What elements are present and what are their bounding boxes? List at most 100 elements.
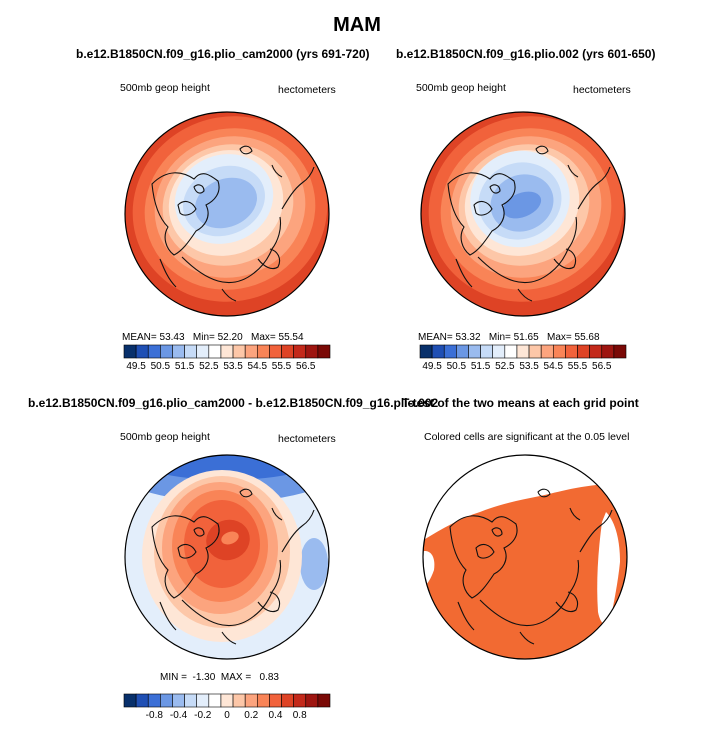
cb3-swatch — [281, 693, 294, 708]
cb1-swatch — [244, 344, 258, 359]
cb1-tick-label: 56.5 — [296, 361, 316, 372]
map3-coastline-segment — [193, 527, 205, 537]
panel3-max-label: MAX = — [220, 672, 252, 683]
cb3-tick-label: -0.8 — [146, 710, 164, 721]
panel2-mean-value: 53.32 — [455, 332, 481, 343]
map4-coastline — [449, 488, 613, 645]
panel1-field-label: 500mb geop height — [120, 82, 210, 94]
map3-contour — [300, 538, 328, 590]
panel1-colorbar: 49.5 50.5 51.5 52.5 53.5 54.5 55.5 56.5 — [123, 344, 331, 372]
panel1-mean-label: MEAN= — [122, 332, 157, 343]
map3-coastline-segment — [239, 488, 253, 498]
cb2-tick-label: 52.5 — [495, 361, 515, 372]
cb3-swatch — [220, 693, 234, 708]
panel2-title: b.e12.B1850CN.f09_g16.plio.002 (yrs 601-… — [396, 47, 656, 61]
cb1-swatch — [256, 344, 270, 359]
map1-coastline-segment — [181, 216, 282, 284]
cb2-swatch — [540, 344, 554, 359]
cb2-swatch — [552, 344, 566, 359]
cb1-swatch — [232, 344, 246, 359]
cb1-swatch — [293, 344, 307, 359]
map4-coastline-segment — [479, 559, 580, 627]
cb3-swatch — [160, 693, 173, 708]
panel4-polar-map — [422, 454, 628, 660]
cb1-swatch — [281, 344, 294, 359]
cb1-swatch — [305, 344, 319, 359]
map1-contour — [194, 177, 258, 229]
map2-coastline-segment — [447, 172, 516, 256]
panel1-min-label: Min= — [192, 332, 215, 343]
panel1-mean-value: 53.43 — [159, 332, 185, 343]
cb3-swatch — [147, 693, 161, 708]
cb3-swatch — [172, 693, 185, 708]
cb1-swatch — [269, 344, 282, 359]
map4-coastline-segment — [457, 601, 475, 631]
cb3-swatch — [269, 693, 282, 708]
map2-coastline-segment — [577, 166, 611, 210]
panel3-min-value: -1.30 — [192, 672, 216, 683]
map2-coastline-segment — [535, 145, 549, 155]
cb3-swatch — [196, 693, 210, 708]
panel2-field-label: 500mb geop height — [416, 82, 506, 94]
map3-outline — [124, 454, 330, 660]
cb2-tick-label: 56.5 — [592, 361, 612, 372]
cb1-swatch — [208, 344, 222, 359]
panel4-title: T-test of the two means at each grid poi… — [402, 396, 639, 410]
cb1-swatch — [184, 344, 198, 359]
map2-outline — [420, 111, 626, 317]
cb3-swatch — [317, 693, 331, 708]
map2-coastline-segment — [477, 216, 578, 284]
panel3-colorbar: -0.8 -0.4 -0.2 0 0.2 0.4 0.8 — [123, 693, 331, 721]
cb1-swatch — [220, 344, 234, 359]
cb1-tick-label: 52.5 — [199, 361, 219, 372]
cb2-swatch — [431, 344, 445, 359]
map3-contour — [221, 531, 239, 545]
panel1-title: b.e12.B1850CN.f09_g16.plio_cam2000 (yrs … — [76, 47, 370, 61]
panel1-stats: MEAN= 53.43 Min= 52.20 Max= 55.54 — [122, 332, 304, 343]
cb3-swatch — [244, 693, 258, 708]
map4-coastline-segment — [449, 515, 518, 599]
cb2-tick-label: 55.5 — [568, 361, 588, 372]
cb1-tick-label: 55.5 — [272, 361, 292, 372]
cb1-tick-label: 50.5 — [151, 361, 171, 372]
cb3-swatch — [256, 693, 270, 708]
cb3-swatch — [184, 693, 198, 708]
map4-coastline-segment — [555, 591, 579, 613]
panel1-min-value: 52.20 — [217, 332, 243, 343]
map3-coastline-segment — [181, 559, 282, 627]
map4-coastline-segment — [569, 507, 581, 521]
cb3-tick-label: 0 — [224, 710, 230, 721]
cb2-swatch — [589, 344, 603, 359]
map3-coastline-segment — [159, 601, 177, 631]
figure-title: MAM — [333, 14, 381, 36]
cb1-tick-label: 49.5 — [126, 361, 146, 372]
panel4-note: Colored cells are significant at the 0.0… — [424, 431, 630, 443]
cb2-swatch — [468, 344, 481, 359]
cb1-tick-label: 51.5 — [175, 361, 195, 372]
cb2-tick-label: 54.5 — [544, 361, 564, 372]
panel2-min-value: 51.65 — [513, 332, 539, 343]
cb3-swatch — [293, 693, 307, 708]
map4-outline — [422, 454, 628, 660]
map2-coastline — [447, 145, 611, 302]
map1-coastline-segment — [193, 184, 205, 194]
cb2-tick-label: 51.5 — [471, 361, 491, 372]
cb1-swatch — [135, 344, 149, 359]
panel2-max-value: 55.68 — [574, 332, 600, 343]
cb1-swatch — [160, 344, 173, 359]
cb2-swatch — [443, 344, 457, 359]
cb2-swatch — [480, 344, 494, 359]
panel1-max-label: Max= — [251, 332, 276, 343]
map2-coastline-segment — [553, 248, 577, 270]
map2-contour — [502, 191, 542, 219]
map1-coastline-segment — [151, 172, 220, 256]
panel1-max-value: 55.54 — [278, 332, 304, 343]
map3-coastline-segment — [271, 507, 283, 521]
map4-coastline-segment — [519, 631, 535, 645]
panel2-stats: MEAN= 53.32 Min= 51.65 Max= 55.68 — [418, 332, 600, 343]
panel2-colorbar: 49.5 50.5 51.5 52.5 53.5 54.5 55.5 56.5 — [419, 344, 627, 372]
cb2-swatch — [577, 344, 590, 359]
cb3-tick-label: 0.4 — [269, 710, 283, 721]
map3-coastline-segment — [221, 631, 237, 645]
map2-coastline-segment — [567, 164, 579, 178]
